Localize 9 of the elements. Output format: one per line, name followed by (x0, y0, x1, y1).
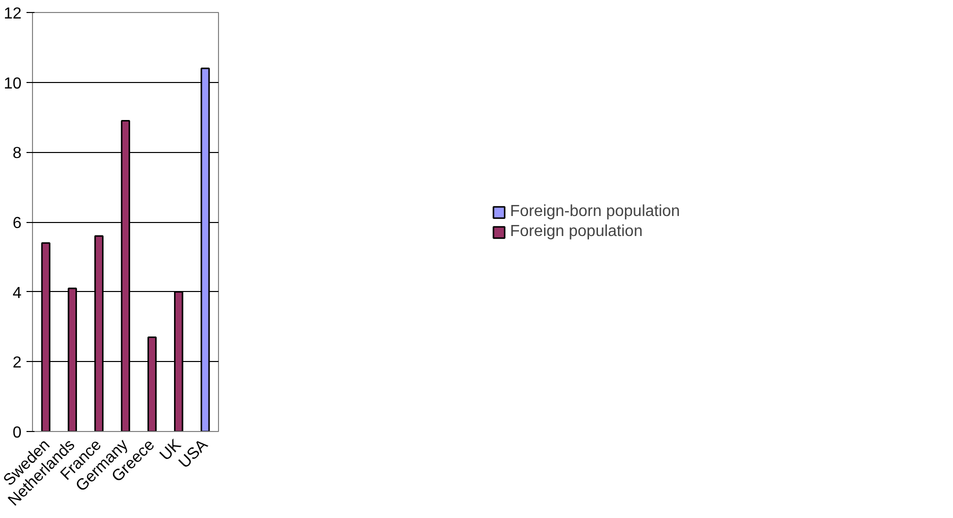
y-tick-label: 6 (12, 215, 22, 232)
y-tick-label: 10 (4, 75, 22, 92)
legend-label: Foreign population (510, 222, 643, 240)
legend-label: Foreign-born population (510, 202, 680, 220)
y-tick-label: 12 (4, 6, 22, 22)
y-tick-label: 0 (12, 424, 22, 442)
y-tick-label: 2 (12, 354, 22, 372)
y-tick-label: 8 (12, 145, 22, 162)
y-tick-label: 4 (12, 284, 22, 302)
